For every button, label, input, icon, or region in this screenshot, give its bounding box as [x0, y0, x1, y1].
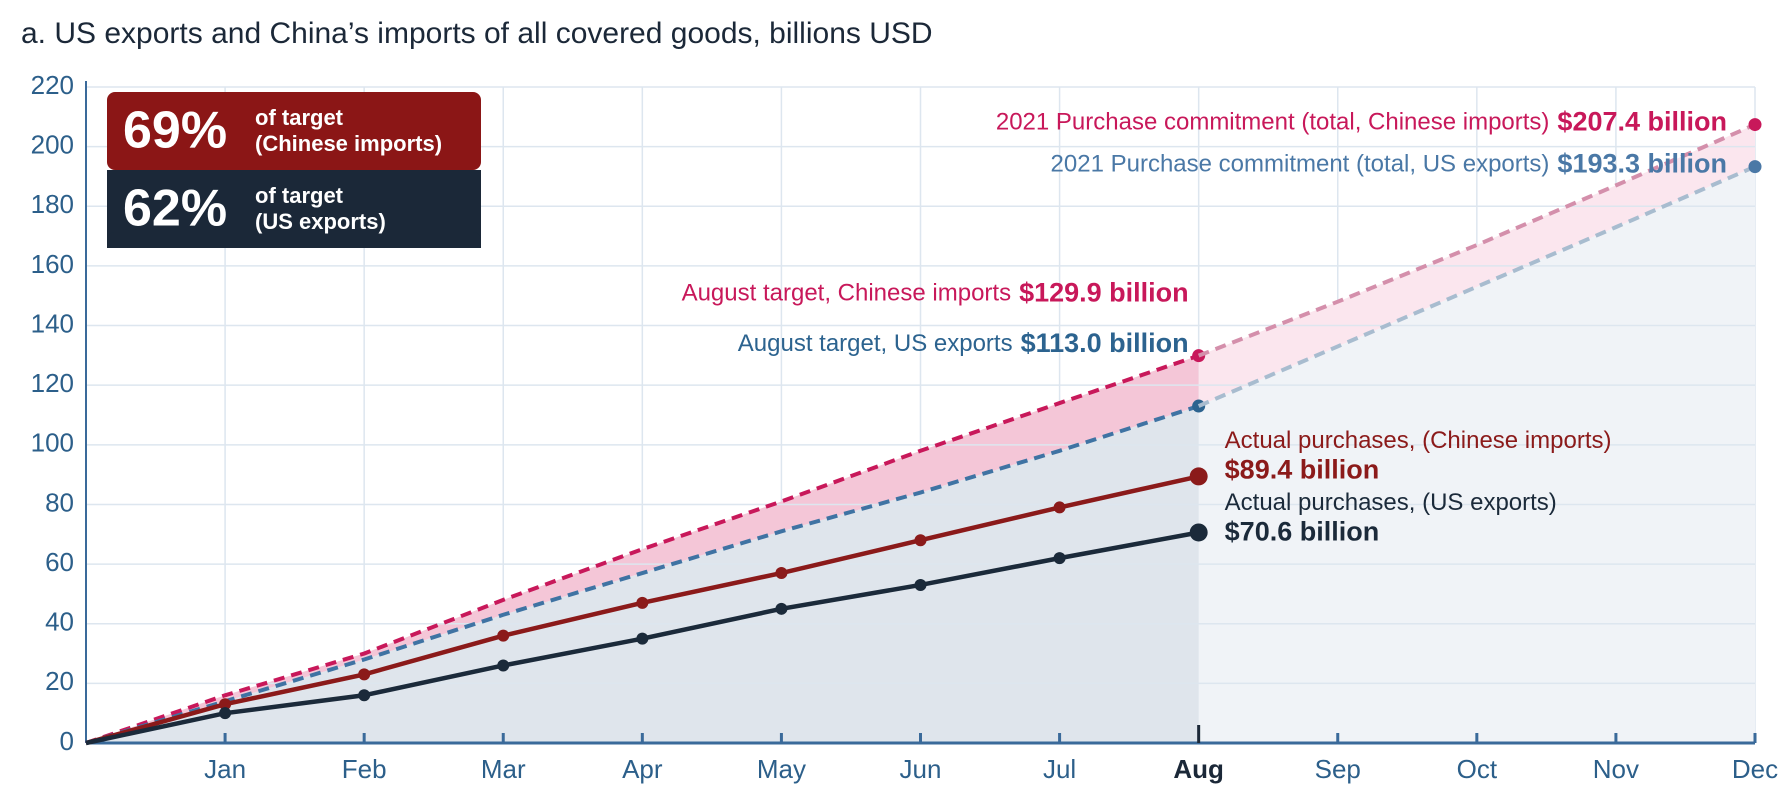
y-tick-label: 80	[45, 487, 74, 517]
y-tick-label: 140	[31, 308, 74, 338]
data-point	[358, 668, 371, 681]
y-tick-label: 0	[60, 726, 74, 756]
data-point	[219, 698, 232, 711]
data-point	[1748, 118, 1762, 132]
x-tick-label: May	[757, 754, 806, 784]
data-point	[1053, 501, 1066, 514]
summary-value: 69%	[123, 102, 227, 160]
data-point	[914, 578, 927, 591]
x-tick-label: Aug	[1173, 754, 1224, 784]
x-tick-label: Jun	[900, 754, 942, 784]
value-label: $113.0 billion	[1021, 328, 1189, 358]
series-label: 2021 Purchase commitment (total, US expo…	[1051, 151, 1550, 178]
annotation: August target, US exports $113.0 billion	[738, 328, 1189, 358]
value-label: $207.4 billion	[1557, 107, 1727, 137]
summary-value: 62%	[123, 180, 227, 238]
value-label: $129.9 billion	[1019, 278, 1189, 308]
y-tick-label: 200	[31, 130, 74, 160]
value-label: $70.6 billion	[1225, 517, 1380, 547]
y-tick-label: 160	[31, 249, 74, 279]
series-line	[85, 404, 1200, 745]
data-point	[1748, 160, 1762, 174]
y-tick-label: 180	[31, 189, 74, 219]
x-tick-label: Mar	[481, 754, 526, 784]
area-fill	[1198, 166, 1755, 743]
data-point	[358, 689, 371, 702]
data-point	[497, 629, 510, 642]
summary-line: of target	[255, 105, 344, 130]
x-tick-label: Jan	[204, 754, 246, 784]
series-line	[1197, 122, 1756, 358]
summary-box-corner	[107, 232, 481, 248]
data-point	[636, 632, 649, 645]
annotation: 2021 Purchase commitment (total, US expo…	[1051, 149, 1727, 179]
series-line	[85, 353, 1200, 745]
data-point	[1053, 552, 1066, 565]
value-label: $193.3 billion	[1557, 149, 1727, 179]
y-tick-label: 220	[31, 70, 74, 100]
summary-box	[107, 92, 481, 170]
value-label: $89.4 billion	[1225, 455, 1380, 485]
annotation: 2021 Purchase commitment (total, Chinese…	[996, 107, 1727, 137]
x-tick-label: Feb	[342, 754, 387, 784]
series-label: Actual purchases, (Chinese imports)	[1225, 427, 1612, 454]
x-tick-label: Nov	[1593, 754, 1639, 784]
series-label: August target, US exports	[738, 330, 1013, 357]
y-tick-label: 60	[45, 547, 74, 577]
y-tick-label: 40	[45, 607, 74, 637]
x-tick-label: Oct	[1457, 754, 1498, 784]
data-point	[775, 602, 788, 615]
x-tick-label: Jul	[1043, 754, 1076, 784]
data-point	[219, 707, 232, 720]
series-line	[1197, 164, 1756, 408]
x-tick-label: Dec	[1732, 754, 1778, 784]
data-point	[775, 567, 788, 580]
summary-line: of target	[255, 183, 344, 208]
annotation: August target, Chinese imports $129.9 bil…	[682, 278, 1189, 308]
data-point	[497, 659, 510, 672]
chart-title: a. US exports and China’s imports of all…	[21, 17, 933, 50]
y-tick-label: 120	[31, 368, 74, 398]
summary-line: (Chinese imports)	[255, 131, 442, 156]
y-tick-label: 20	[45, 666, 74, 696]
x-tick-label: Sep	[1315, 754, 1361, 784]
summary-line: (US exports)	[255, 209, 386, 234]
series-label: August target, Chinese imports	[682, 280, 1012, 307]
data-point	[914, 534, 927, 547]
x-tick-label: Apr	[622, 754, 663, 784]
y-tick-label: 100	[31, 428, 74, 458]
data-point	[1189, 523, 1208, 542]
data-point	[1189, 467, 1208, 486]
series-label: Actual purchases, (US exports)	[1225, 489, 1557, 516]
series-label: 2021 Purchase commitment (total, Chinese…	[996, 109, 1550, 136]
data-point	[636, 596, 649, 609]
